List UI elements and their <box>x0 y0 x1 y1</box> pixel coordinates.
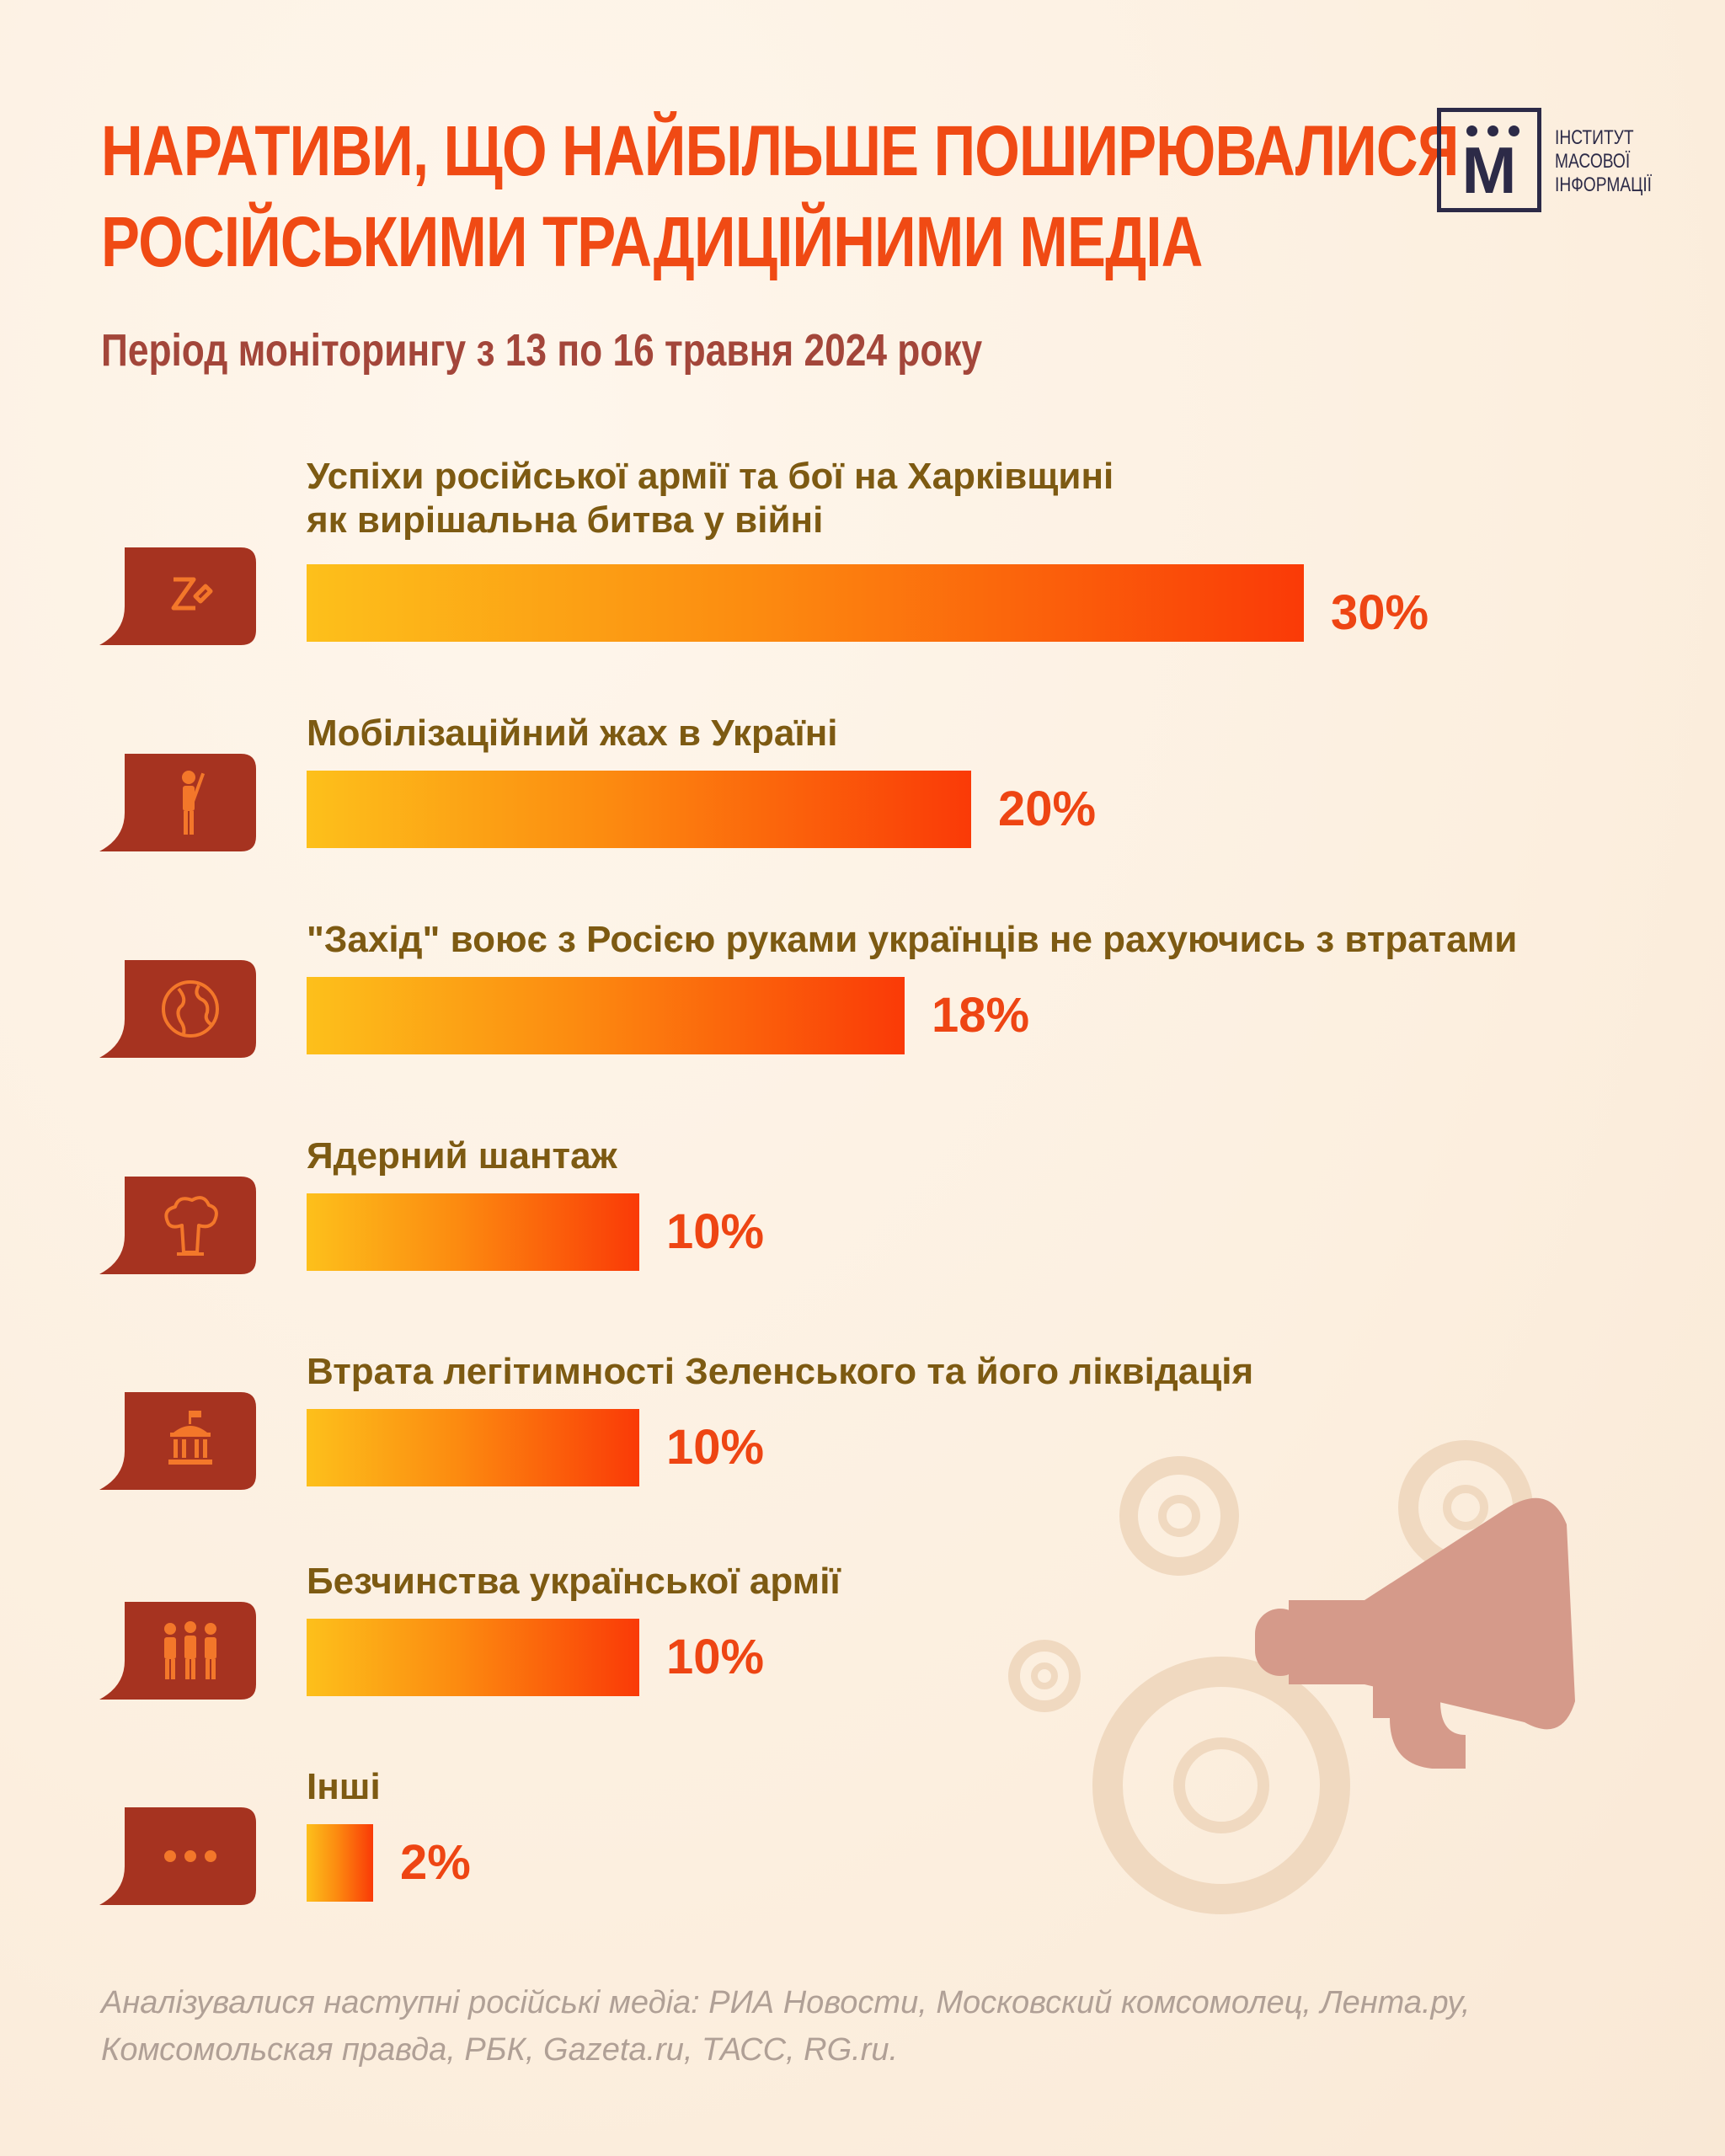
chart-subtitle: Період моніторингу з 13 по 16 травня 202… <box>101 325 983 376</box>
value-label: 10% <box>666 1630 765 1684</box>
megaphone-icon <box>1255 1497 1575 1769</box>
logo-glyph: M <box>1461 133 1517 207</box>
bar <box>307 1824 373 1902</box>
soldiers-group-icon <box>164 1621 216 1679</box>
source-footnote: Аналізувалися наступні російські медіа: … <box>101 1979 1634 2073</box>
category-label: Безчинства української армії <box>307 1560 1671 1604</box>
category-label-line: Успіхи російської армії та бої на Харків… <box>307 456 1114 497</box>
government-building-icon <box>168 1411 212 1465</box>
nuclear-explosion-icon <box>164 1196 218 1256</box>
category-label: Успіхи російської армії та бої на Харків… <box>307 455 1671 542</box>
category-label-line: Інші <box>307 1766 381 1807</box>
z-symbol-icon <box>171 577 213 611</box>
gear-icon <box>1092 1657 1350 1914</box>
category-label-line: "Захід" воює з Росією руками українців н… <box>307 919 1518 960</box>
category-label-line: Безчинства української армії <box>307 1561 841 1602</box>
value-label: 10% <box>666 1204 765 1259</box>
category-label-line: Втрата легітимності Зеленського та його … <box>307 1351 1254 1392</box>
logo-mark: M <box>1437 108 1541 212</box>
category-label: Ядерний шантаж <box>307 1134 1671 1178</box>
category-badge <box>99 1807 256 1905</box>
category-label: Інші <box>307 1765 1671 1809</box>
bar <box>307 1409 639 1486</box>
category-badge <box>99 960 256 1058</box>
category-label-line: Ядерний шантаж <box>307 1135 617 1177</box>
value-label: 20% <box>998 782 1097 836</box>
gear-icon <box>1008 1640 1081 1712</box>
value-label: 10% <box>666 1420 765 1475</box>
category-badge <box>99 1602 256 1700</box>
ellipsis-icon <box>164 1850 216 1862</box>
bar <box>307 977 905 1054</box>
logo-text-line-2: МАСОВОЇ <box>1555 150 1631 173</box>
category-badge <box>99 547 256 645</box>
bar <box>307 1193 639 1271</box>
gear-icon <box>1119 1456 1239 1576</box>
category-label-line: як вирішальна битва у війні <box>307 499 824 541</box>
logo-text-line-3: ІНФОРМАЦІЇ <box>1555 173 1652 196</box>
value-label: 18% <box>932 988 1030 1043</box>
logo-text: ІНСТИТУТ МАСОВОЇ ІНФОРМАЦІЇ <box>1555 126 1663 197</box>
category-label: Втрата легітимності Зеленського та його … <box>307 1350 1671 1394</box>
logo-text-line-1: ІНСТИТУТ <box>1555 126 1634 149</box>
category-badge <box>99 754 256 851</box>
soldier-icon <box>182 771 206 835</box>
category-badge <box>99 1177 256 1274</box>
megaphone-gears-illustration <box>1008 1440 1575 1914</box>
value-label: 2% <box>400 1835 471 1890</box>
source-footnote-line-2: Комсомольская правда, РБК, Gazeta.ru, ТА… <box>101 2032 899 2068</box>
category-label-line: Мобілізаційний жах в Україні <box>307 712 838 754</box>
bar <box>307 771 971 848</box>
value-label: 30% <box>1331 585 1429 640</box>
source-footnote-line-1: Аналізувалися наступні російські медіа: … <box>101 1985 1471 2020</box>
chart-title-line-2: РОСІЙСЬКИМИ ТРАДИЦІЙНИМИ МЕДІА <box>101 202 1203 281</box>
category-label: "Захід" воює з Росією руками українців н… <box>307 918 1671 962</box>
bar <box>307 564 1304 642</box>
category-badge <box>99 1392 256 1490</box>
category-label: Мобілізаційний жах в Україні <box>307 712 1671 755</box>
globe-icon <box>162 980 219 1038</box>
bar <box>307 1619 639 1696</box>
